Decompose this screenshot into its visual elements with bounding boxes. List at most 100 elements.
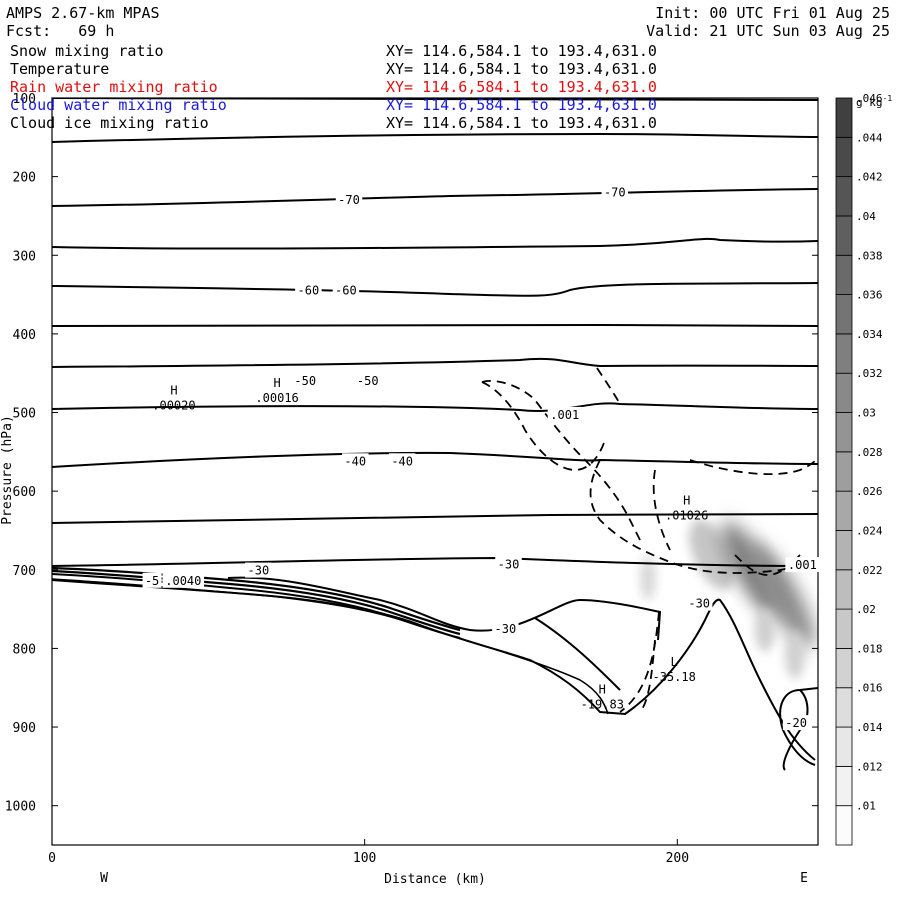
y-tick-label: 900 — [13, 721, 36, 736]
forecast-label: Fcst: 69 h — [6, 22, 114, 40]
y-tick-label: 300 — [13, 249, 36, 264]
y-tick-label: 100 — [13, 92, 36, 107]
field-name-cloud-ice: Cloud ice mixing ratio — [10, 114, 209, 132]
contour-label-bg — [495, 556, 522, 572]
extremum-marker: H — [599, 682, 606, 696]
extremum-marker: H — [273, 376, 280, 390]
contour-label-bg — [354, 373, 382, 389]
contour-label-bg — [295, 282, 322, 298]
model-title: AMPS 2.67-km MPAS — [6, 4, 160, 22]
colorbar-swatch — [835, 215, 853, 256]
contour-label: .001 — [788, 558, 817, 572]
field-xy-cloud-ice: XY= 114.6,584.1 to 193.4,631.0 — [386, 114, 657, 132]
colorbar-swatch — [835, 254, 853, 295]
colorbar-label: .032 — [856, 367, 883, 380]
colorbar-label: .03 — [856, 407, 876, 420]
y-tick-label: 800 — [13, 642, 36, 657]
contour-label-bg — [547, 406, 582, 422]
x-tick-label: 100 — [353, 851, 376, 866]
contour-label-bg — [245, 562, 272, 578]
snow-shading — [640, 519, 816, 679]
x-tick-label: 0 — [48, 851, 56, 866]
colorbar-label: .038 — [856, 249, 883, 262]
extremum-value: .00016 — [255, 391, 298, 405]
y-tick-label: 1000 — [5, 800, 36, 815]
contour-label: -50 — [294, 374, 316, 388]
contour-label: .0040 — [165, 574, 201, 588]
terrain-lines — [52, 566, 609, 715]
contour-label-bg — [782, 715, 810, 731]
field-xy-snow: XY= 114.6,584.1 to 193.4,631.0 — [386, 42, 657, 60]
colorbar-swatch — [835, 372, 853, 413]
colorbar-label: .01 — [856, 800, 876, 813]
field-name-snow: Snow mixing ratio — [10, 42, 164, 60]
y-tick-label: 700 — [13, 564, 36, 579]
colorbar-swatch — [835, 97, 853, 138]
colorbar-swatch — [835, 569, 853, 610]
y-tick-label: 600 — [13, 485, 36, 500]
colorbar-label: .014 — [856, 721, 883, 734]
colorbar-label: .018 — [856, 642, 883, 655]
colorbar-label: .024 — [856, 524, 883, 537]
contour-label-bg — [342, 453, 369, 469]
colorbar-label: .02 — [856, 603, 876, 616]
colorbar-swatch — [835, 176, 853, 217]
colorbar-swatch — [835, 726, 853, 767]
colorbar-swatch — [835, 648, 853, 689]
contour-label-bg — [162, 572, 205, 588]
colorbar-label: .026 — [856, 485, 883, 498]
plot-frame — [51, 97, 819, 846]
colorbar-units: g kg-1 — [856, 94, 892, 109]
colorbar-label: .012 — [856, 760, 883, 773]
colorbar-swatch — [835, 136, 853, 178]
colorbar-swatch — [835, 687, 853, 728]
field-name-temperature: Temperature — [10, 60, 110, 78]
contour-label-bg — [388, 453, 416, 469]
colorbar-swatch — [835, 530, 853, 571]
extremum-value: .00020 — [152, 399, 195, 413]
contour-label-bg — [601, 184, 629, 200]
field-name-rain: Rain water mixing ratio — [10, 78, 218, 96]
extremum-value: .01026 — [665, 509, 708, 523]
contour-label: -60 — [335, 284, 357, 298]
contour-label-bg — [142, 572, 162, 588]
contour-label: .001 — [550, 408, 579, 422]
colorbar-label: .016 — [856, 682, 883, 695]
contour-label: -70 — [604, 185, 626, 199]
colorbar-label: .042 — [856, 171, 883, 184]
east-label: E — [800, 871, 808, 886]
colorbar-swatch — [835, 412, 853, 453]
colorbar-swatch — [835, 333, 853, 374]
field-name-cloud-water: Cloud water mixing ratio — [10, 96, 227, 114]
field-xy-temperature: XY= 114.6,584.1 to 193.4,631.0 — [386, 60, 657, 78]
colorbar-label: .036 — [856, 289, 883, 302]
init-time: Init: 00 UTC Fri 01 Aug 25 — [655, 4, 890, 22]
contour-label: -30 — [248, 564, 270, 578]
field-xy-rain: XY= 114.6,584.1 to 193.4,631.0 — [386, 78, 657, 96]
dashed-contours — [481, 367, 818, 713]
west-label: W — [100, 871, 108, 886]
axes: 100 200 300 400 500 600 700 800 900 1000 0 100 200 Di… — [0, 92, 818, 887]
contour-label-bg — [685, 595, 713, 611]
contour-label-bg — [335, 192, 363, 208]
contour-label: -30 — [495, 622, 517, 636]
colorbar: .01 .012 .014 .016 .018 .02 .022 .024 .026 .028 .0… — [835, 92, 892, 846]
extremum-marker: H — [683, 494, 690, 508]
contour-label: -40 — [391, 454, 413, 468]
contour-labels: -70 -70 -60 -60 -50 -50 -40 -40 -30 -30 -30 -30 -20.… — [142, 184, 820, 731]
fcst-value: 69 h — [78, 22, 115, 40]
extremum-value: -35.18 — [652, 670, 695, 684]
colorbar-swatch — [835, 805, 853, 846]
colorbar-label: .022 — [856, 564, 883, 577]
y-axis-label: Pressure (hPa) — [0, 415, 15, 525]
fcst-label: Fcst: — [6, 22, 52, 40]
colorbar-label: .044 — [856, 131, 883, 144]
colorbar-label: .034 — [856, 328, 883, 341]
contour-label: -50 — [357, 374, 379, 388]
contour-label: -30 — [498, 557, 520, 571]
valid-time: Valid: 21 UTC Sun 03 Aug 25 — [646, 22, 890, 40]
contour-label: -60 — [298, 284, 320, 298]
colorbar-label: .046 — [856, 92, 883, 105]
contour-label: -40 — [344, 454, 366, 468]
